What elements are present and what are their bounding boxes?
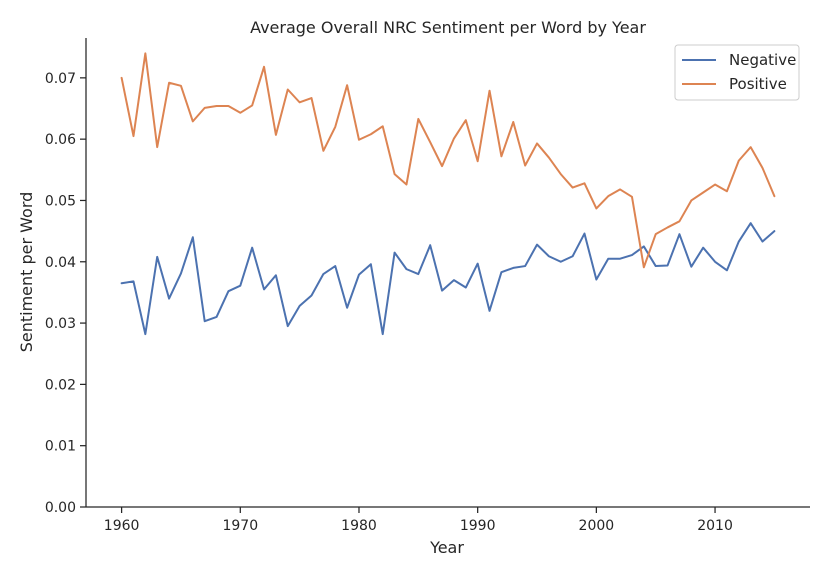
y-tick-label: 0.03 — [45, 316, 76, 332]
y-tick-label: 0.07 — [45, 71, 76, 87]
x-tick-label: 2000 — [579, 518, 615, 534]
legend-label-negative: Negative — [729, 51, 796, 69]
y-tick-label: 0.01 — [45, 439, 76, 455]
legend-label-positive: Positive — [729, 75, 787, 93]
y-tick-label: 0.04 — [45, 255, 76, 271]
y-axis-ticks: 0.00 0.01 0.02 0.03 0.04 0.05 0.06 0.07 — [45, 71, 86, 516]
chart-title: Average Overall NRC Sentiment per Word b… — [250, 18, 646, 37]
series-line-negative — [120, 222, 776, 336]
x-tick-label: 1960 — [104, 518, 140, 534]
x-axis-label: Year — [429, 538, 464, 557]
y-tick-label: 0.06 — [45, 132, 76, 148]
x-tick-label: 1990 — [460, 518, 496, 534]
x-tick-label: 1980 — [341, 518, 377, 534]
x-tick-label: 1970 — [222, 518, 258, 534]
y-tick-label: 0.02 — [45, 377, 76, 393]
legend: Negative Positive — [674, 44, 800, 101]
x-axis-ticks: 1960 1970 1980 1990 2000 2010 — [104, 507, 733, 534]
x-tick-label: 2010 — [697, 518, 733, 534]
y-tick-label: 0.05 — [45, 193, 76, 209]
series-line-positive — [120, 52, 776, 269]
series-lines — [120, 52, 776, 336]
y-tick-label: 0.00 — [45, 500, 76, 516]
y-axis-label: Sentiment per Word — [17, 192, 36, 353]
legend-box — [674, 44, 800, 101]
